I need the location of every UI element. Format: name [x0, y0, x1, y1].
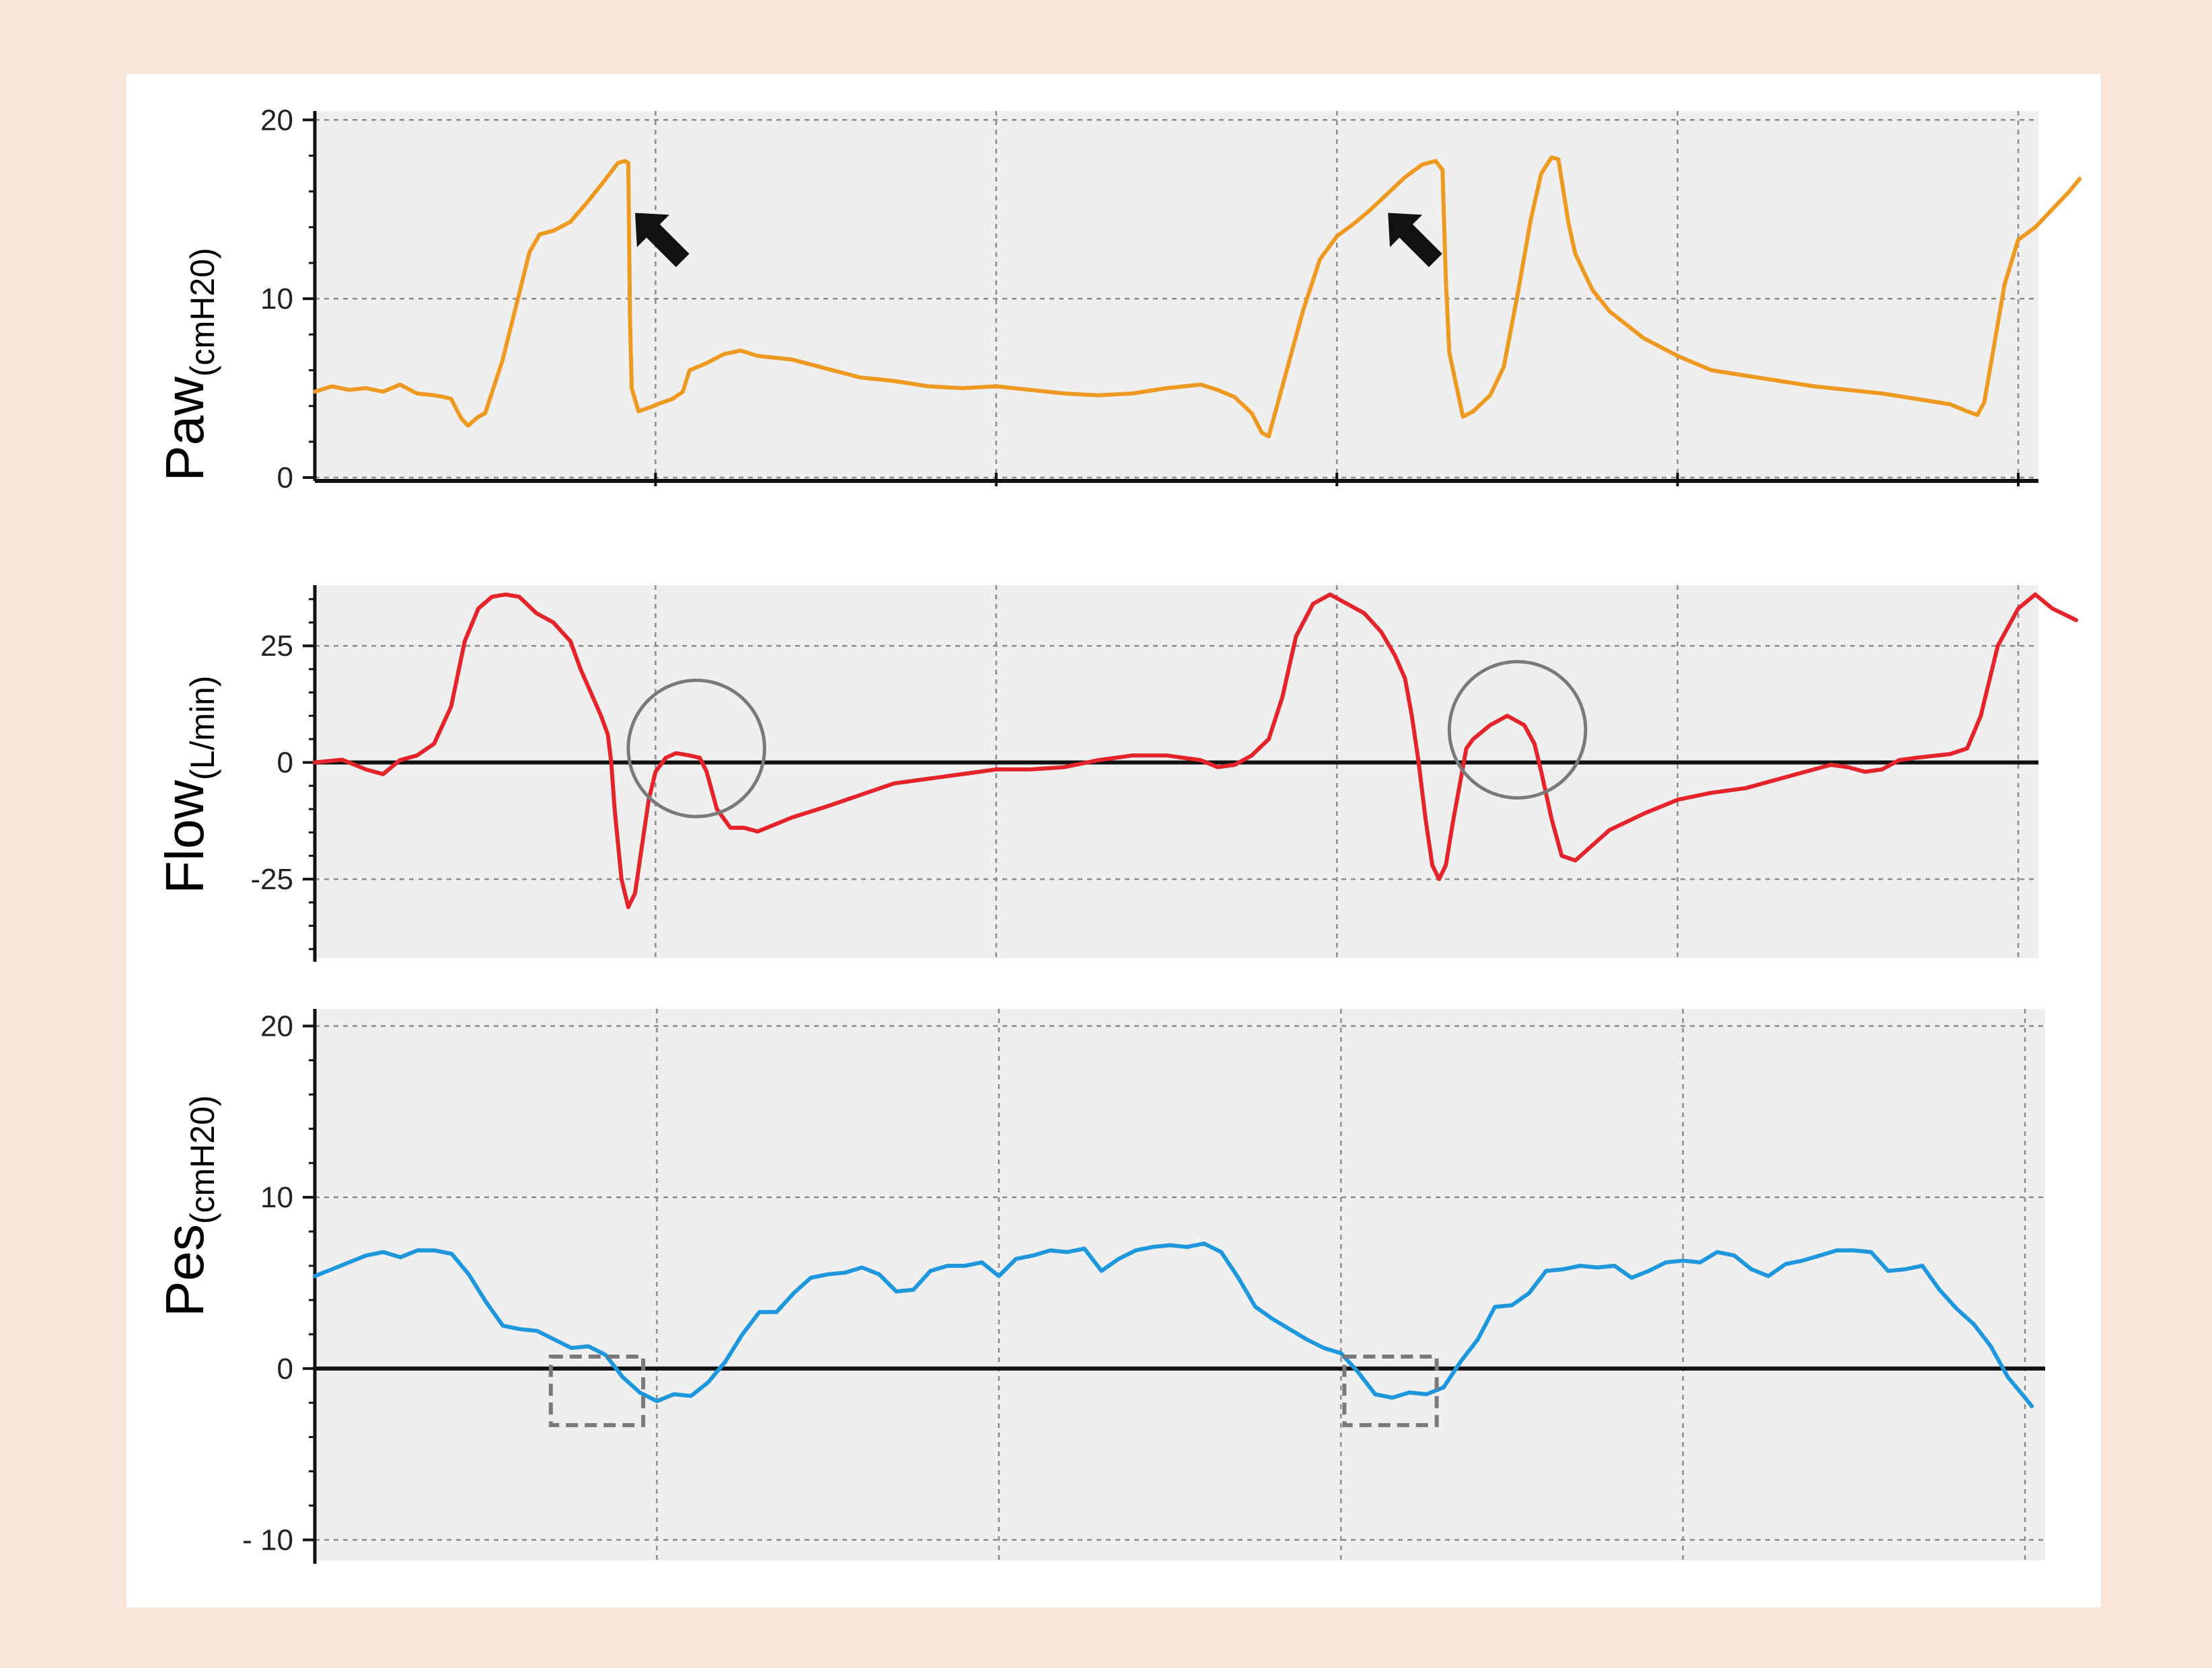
pes-plot-area — [315, 1009, 2045, 1560]
paw-panel: Paw (cmH20) 0 10 20 — [155, 104, 2082, 494]
paw-ytick-label: 0 — [277, 461, 293, 494]
flow-ytick-label: -25 — [250, 863, 293, 896]
flow-series-line — [313, 592, 2079, 909]
paw-arrow-shape — [1388, 213, 1442, 268]
pes-ytick-label: - 10 — [242, 1523, 293, 1556]
paw-arrow-annotation — [635, 213, 690, 268]
pes-yunit: (cmH20) — [184, 1095, 221, 1224]
flow-ylabel: Flow — [155, 780, 215, 894]
pes-ytick-label: 20 — [260, 1010, 293, 1042]
flow-ytick-label: 25 — [260, 630, 293, 662]
flow-ytick-label: 0 — [277, 747, 293, 780]
paw-yunit: (cmH20) — [184, 248, 221, 377]
pes-dashed-box-annotation — [548, 1354, 646, 1427]
pes-series-line — [313, 1241, 2034, 1408]
paw-plot-area — [315, 111, 2038, 478]
paw-series-line — [313, 155, 2082, 439]
paw-arrow-annotation — [1388, 213, 1442, 268]
flow-circle-annotation — [1447, 660, 1588, 800]
flow-yunit: (L/min) — [184, 675, 221, 780]
flow-circle-annotation — [626, 679, 766, 819]
pes-panel: Pes (cmH20) - 10 0 10 20 — [155, 1009, 2045, 1564]
pes-ytick-label: 0 — [277, 1353, 293, 1386]
pes-ytick-label: 10 — [260, 1181, 293, 1214]
paw-ytick-label: 10 — [260, 282, 293, 315]
paw-ytick-label: 20 — [260, 104, 293, 137]
paw-arrow-shape — [635, 213, 690, 268]
pes-ylabel: Pes — [155, 1224, 215, 1317]
flow-panel: Flow (L/min) -25 0 25 — [155, 585, 2079, 962]
pes-dashed-box-annotation — [1342, 1354, 1439, 1427]
paw-ylabel: Paw — [155, 377, 215, 482]
flow-plot-area — [315, 585, 2038, 958]
